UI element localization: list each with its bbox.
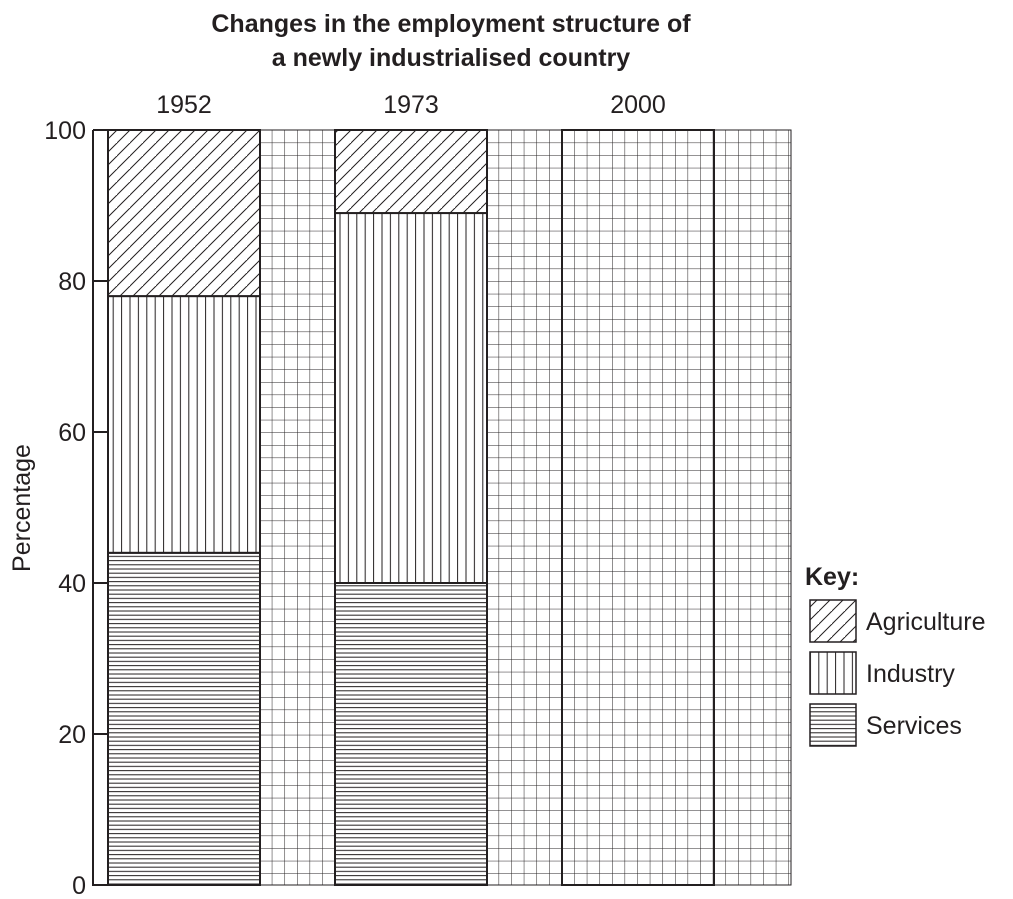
category-label-2000: 2000 xyxy=(610,91,666,119)
bar-1973-agriculture xyxy=(334,129,488,215)
bar-1952-industry xyxy=(107,295,261,554)
legend-label-industry: Industry xyxy=(866,660,955,688)
y-axis: 0 20 40 60 80 100 xyxy=(44,117,108,899)
y-tick-label-40: 40 xyxy=(58,570,86,598)
y-tick-label-0: 0 xyxy=(72,872,86,899)
chart-title-line-2: a newly industrialised country xyxy=(272,44,631,72)
bar-1952-agriculture xyxy=(107,129,261,298)
y-tick-label-80: 80 xyxy=(58,268,86,296)
bar-frame-2000 xyxy=(561,129,715,886)
bar-frame-1973 xyxy=(334,129,488,886)
category-label-1973: 1973 xyxy=(383,91,439,119)
legend: Key: Agriculture Industry Services xyxy=(805,563,986,747)
legend-label-services: Services xyxy=(866,712,962,740)
y-tick-label-100: 100 xyxy=(44,117,86,145)
bar-1973-services xyxy=(334,582,488,886)
bars xyxy=(107,129,715,886)
legend-title: Key: xyxy=(805,563,859,591)
bar-1952-services xyxy=(107,551,261,886)
y-axis-label: Percentage xyxy=(8,444,36,572)
bar-frame-1952 xyxy=(107,129,261,886)
category-label-1952: 1952 xyxy=(156,91,212,119)
y-tick-label-20: 20 xyxy=(58,721,86,749)
chart-title-line-1: Changes in the employment structure of xyxy=(211,10,691,38)
legend-label-agriculture: Agriculture xyxy=(866,608,986,636)
legend-swatch-agriculture xyxy=(809,599,857,643)
legend-swatch-services xyxy=(809,703,857,747)
legend-swatch-industry xyxy=(809,651,857,695)
bar-1973-industry xyxy=(334,212,488,585)
category-labels: 1952 1973 2000 xyxy=(156,91,666,119)
y-tick-label-60: 60 xyxy=(58,419,86,447)
